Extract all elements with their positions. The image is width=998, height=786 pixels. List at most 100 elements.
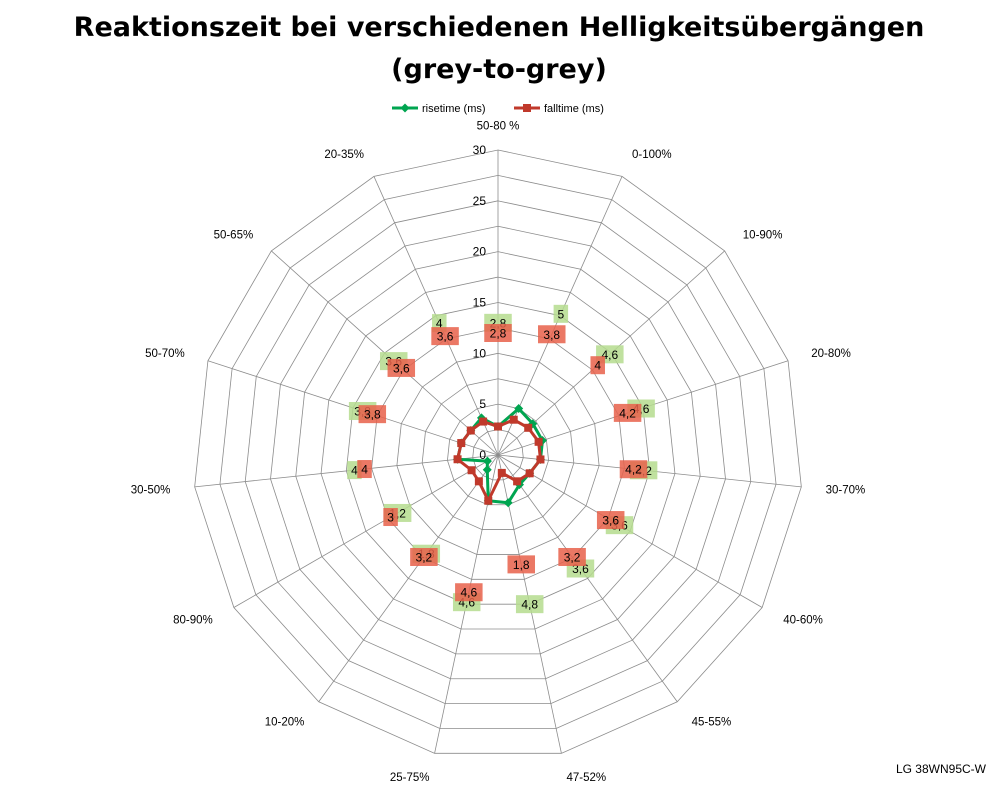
data-label: 4,8 (521, 598, 538, 612)
data-point (494, 422, 502, 431)
category-label: 10-20% (265, 716, 305, 728)
data-label-bg (383, 508, 398, 527)
data-label-bg (357, 460, 372, 479)
data-label-bg (619, 460, 648, 479)
category-label: 40-60% (783, 615, 823, 627)
data-series (453, 404, 547, 508)
legend-label: falltime (ms) (544, 103, 604, 115)
category-label: 30-50% (131, 484, 171, 496)
monitor-model-label: LG 38WN95C-W (895, 762, 986, 776)
data-label: 4,2 (625, 463, 642, 477)
category-label: 45-55% (692, 716, 732, 728)
data-label-bg (538, 325, 566, 344)
grid-ring (219, 175, 777, 729)
grid-ring (320, 276, 676, 630)
data-label-bg (558, 547, 586, 566)
tick-label: 0 (479, 448, 486, 462)
grid-ring (371, 327, 625, 580)
legend: risetime (ms) falltime (ms) (392, 103, 604, 115)
data-label: 4,2 (619, 406, 636, 420)
category-labels: 50-80 % 0-100% 10-90% 20-80% 30-70% 40-60% 45-… (131, 121, 865, 785)
grid-ring (244, 200, 752, 705)
data-label: 3,8 (364, 408, 381, 422)
data-point (524, 423, 533, 432)
legend-marker (400, 103, 410, 113)
chart-title-line1: Reaktionszeit bei verschiedenen Helligke… (73, 12, 925, 43)
tick-label: 10 (473, 346, 487, 360)
grid-ring (421, 378, 575, 530)
data-label-bg (507, 555, 536, 574)
data-label: 3,2 (564, 550, 581, 564)
series-line (455, 418, 543, 505)
data-point (467, 466, 476, 475)
data-point (482, 456, 492, 466)
tick-label: 25 (473, 194, 487, 208)
data-label-bg (484, 324, 512, 342)
data-label: 3,6 (393, 361, 410, 375)
data-label: 2,8 (490, 327, 507, 341)
grid-ring (345, 302, 651, 605)
data-point (482, 465, 492, 475)
data-point (466, 426, 475, 435)
category-label: 0-100% (632, 149, 672, 161)
data-label: 1,8 (513, 558, 530, 572)
data-label: 3,8 (543, 328, 560, 342)
data-point (525, 469, 534, 478)
data-label-bg (590, 356, 605, 375)
category-label: 25-75% (390, 772, 430, 784)
category-label: 20-35% (324, 149, 364, 161)
grid-spoke (318, 454, 499, 702)
data-label-bg (613, 403, 642, 422)
category-label: 50-80 % (477, 121, 520, 133)
category-label: 47-52% (566, 772, 606, 784)
data-label-bg (387, 358, 416, 377)
data-label: 4,6 (601, 348, 618, 362)
grid-ring (194, 149, 802, 754)
data-point (457, 439, 466, 448)
grid-spoke (233, 454, 499, 608)
data-label: 3,6 (437, 330, 454, 344)
data-label: 3 (387, 511, 394, 525)
data-point (509, 415, 518, 424)
data-label: 4 (361, 463, 368, 477)
data-label-bg (455, 583, 483, 602)
radar-grid (194, 149, 802, 754)
tick-label: 15 (473, 296, 487, 310)
category-label: 10-90% (743, 230, 783, 242)
data-point (534, 437, 543, 446)
tick-label: 20 (473, 245, 487, 259)
legend-marker (523, 104, 531, 112)
data-point (514, 404, 524, 414)
data-label: 4,6 (460, 586, 477, 600)
tick-label: 5 (479, 397, 486, 411)
data-label-bg (553, 304, 569, 323)
data-point (474, 477, 483, 486)
data-label: 5 (558, 307, 565, 321)
category-label: 20-80% (811, 348, 851, 360)
data-label-bg (410, 547, 438, 566)
grid-ring (396, 352, 600, 555)
category-label: 30-70% (826, 484, 866, 496)
category-label: 50-70% (145, 348, 185, 360)
legend-label: risetime (ms) (422, 103, 486, 115)
tick-label: 30 (473, 143, 487, 157)
data-point (503, 498, 513, 508)
data-label: 4 (351, 464, 358, 478)
grid-ring (295, 251, 701, 655)
data-point (484, 496, 493, 505)
data-label: 4 (594, 359, 601, 373)
chart-title-line2: (grey-to-grey) (391, 54, 607, 85)
data-label-bg (596, 511, 625, 530)
data-label: 3,6 (602, 514, 619, 528)
data-point (536, 455, 545, 464)
category-label: 80-90% (173, 615, 213, 627)
data-labels: 2,854,64,64,23,63,64,84,61,81,243,83,642… (347, 304, 658, 614)
data-label: 4 (436, 317, 443, 331)
data-point (453, 455, 462, 464)
data-label-bg (515, 595, 544, 614)
grid-ring (270, 225, 726, 680)
data-label-bg (431, 327, 459, 346)
category-label: 50-65% (214, 230, 254, 242)
grid-ring (447, 403, 549, 506)
